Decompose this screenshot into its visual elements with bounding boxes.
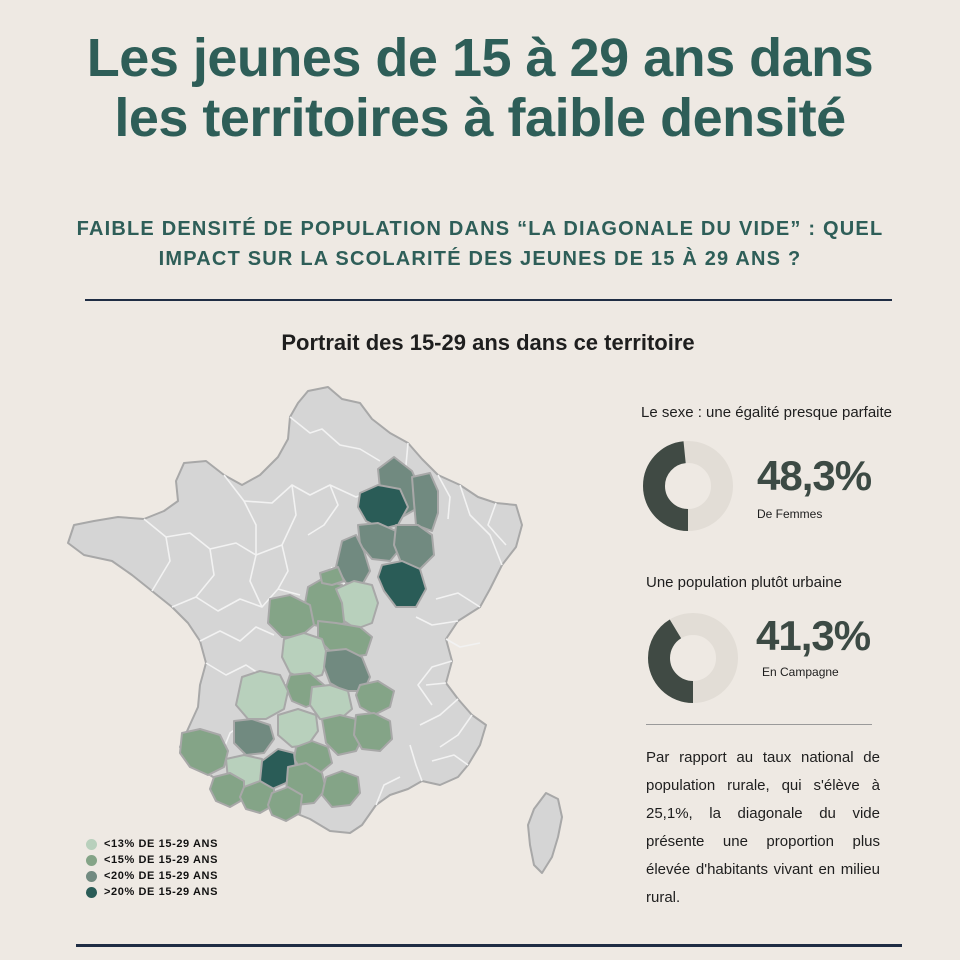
corsica xyxy=(527,792,563,874)
department-lt15 xyxy=(239,780,275,814)
legend-label: <13% DE 15-29 ANS xyxy=(104,838,219,850)
urbain-label: En Campagne xyxy=(762,665,839,679)
urbain-caption: Une population plutôt urbaine xyxy=(646,574,842,591)
title-line-1: Les jeunes de 15 à 29 ans dans xyxy=(86,28,874,88)
sexe-donut-chart xyxy=(643,441,733,531)
subtitle: FAIBLE DENSITÉ DE POPULATION DANS “LA DI… xyxy=(40,214,920,274)
department-lt15 xyxy=(353,712,393,752)
legend-item-lt15: <15% DE 15-29 ANS xyxy=(86,852,218,868)
department-lt15 xyxy=(355,680,395,716)
legend-dot-icon xyxy=(86,838,97,850)
france-map-svg xyxy=(67,386,563,874)
department-borders xyxy=(143,416,507,806)
department-lt15 xyxy=(267,594,315,638)
sexe-label: De Femmes xyxy=(757,507,823,521)
legend-item-gt20: >20% DE 15-29 ANS xyxy=(86,884,218,900)
department-lt15 xyxy=(209,772,245,808)
department-lt13 xyxy=(309,684,353,722)
bottom-divider xyxy=(76,944,902,947)
map-legend: <13% DE 15-29 ANS <15% DE 15-29 ANS <20%… xyxy=(86,836,218,900)
department-lt15 xyxy=(319,566,345,586)
top-divider xyxy=(85,299,892,301)
legend-label: >20% DE 15-29 ANS xyxy=(104,886,219,898)
title-line-2: les territoires à faible densité xyxy=(114,88,846,148)
legend-item-lt20: <20% DE 15-29 ANS xyxy=(86,868,218,884)
department-lt15 xyxy=(267,786,303,822)
department-lt20 xyxy=(411,472,439,532)
legend-label: <20% DE 15-29 ANS xyxy=(104,870,219,882)
legend-dot-icon xyxy=(86,886,97,898)
urbain-donut-chart xyxy=(648,613,738,703)
map-regions xyxy=(179,456,439,822)
department-lt13 xyxy=(335,580,379,630)
donut-value-arc xyxy=(643,441,733,531)
legend-dot-icon xyxy=(86,870,97,882)
section-title: Portrait des 15-29 ans dans ce territoir… xyxy=(281,330,695,355)
subtitle-line-2: IMPACT SUR LA SCOLARITÉ DES JEUNES DE 15… xyxy=(158,248,802,270)
sexe-caption: Le sexe : une égalité presque parfaite xyxy=(641,404,893,421)
rural-paragraph: Par rapport au taux national de populati… xyxy=(646,749,880,906)
donut-value-arc xyxy=(648,613,738,703)
page-title: Les jeunes de 15 à 29 ans dans les terri… xyxy=(0,28,960,148)
department-lt13 xyxy=(281,632,329,680)
legend-dot-icon xyxy=(86,854,97,866)
subtitle-line-1: FAIBLE DENSITÉ DE POPULATION DANS “LA DI… xyxy=(76,218,884,240)
department-lt15 xyxy=(321,770,361,808)
department-lt15 xyxy=(179,728,229,776)
department-lt13 xyxy=(277,708,319,748)
legend-item-lt13: <13% DE 15-29 ANS xyxy=(86,836,218,852)
urbain-value: 41,3% xyxy=(756,612,871,659)
sexe-value: 48,3% xyxy=(757,452,872,499)
france-map xyxy=(60,385,580,885)
department-lt13 xyxy=(235,670,289,720)
department-lt20 xyxy=(393,524,435,570)
stats-divider xyxy=(646,724,872,725)
department-lt20 xyxy=(233,718,275,756)
department-gt20 xyxy=(377,560,427,608)
legend-label: <15% DE 15-29 ANS xyxy=(104,854,219,866)
